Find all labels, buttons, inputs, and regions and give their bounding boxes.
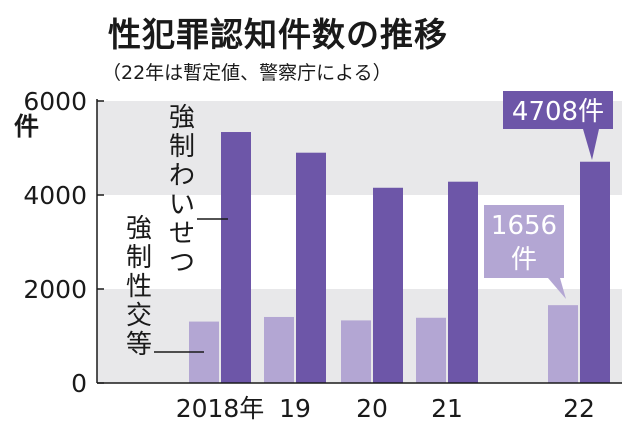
x-tick-label: 20 [356,394,388,423]
bar-light-4 [548,305,578,383]
series-label-char: 性 [126,272,152,302]
series-label-char: 制 [169,132,195,162]
bar-light-2 [341,320,371,383]
series-label-char: い [169,190,195,220]
series-label-char: 制 [126,243,152,273]
y-tick-label: 6000 [23,87,87,116]
x-tick-label: 22 [563,394,595,423]
bar-light-3 [416,317,446,383]
series-label-char: わ [169,161,195,191]
x-tick-label: 21 [431,394,463,423]
bar-dark-1 [296,152,326,383]
callout-pointer-dark [583,129,599,160]
bar-dark-2 [373,187,403,383]
callouts: 4708件 1656 件 [484,91,613,299]
callout-label-dark: 4708件 [512,97,604,127]
x-tick-label: 2018年 [176,394,265,423]
series-label-char: 交 [126,301,152,331]
y-unit-label: 件 [14,112,39,141]
bar-dark-0 [221,132,251,383]
y-tick-label: 4000 [23,181,87,210]
callout-box-dark [503,91,613,129]
series-label-char: つ [169,248,195,278]
callout-pointer-light [548,278,566,299]
chart-title: 性犯罪認知件数の推移 [108,15,448,54]
callout-box-light [484,205,564,278]
series-label-char: せ [169,219,195,249]
callout-unit-light: 件 [511,245,537,275]
bar-light-1 [264,316,294,383]
bar-dark-4 [580,161,610,383]
y-tick-label: 0 [71,369,87,398]
y-tick-label: 2000 [23,275,87,304]
callout-value-light: 1656 [491,211,557,241]
series-label-char: 強 [169,103,195,133]
x-tick-label: 19 [279,394,311,423]
series-label-char: 強 [126,214,152,244]
bar-dark-3 [448,181,478,383]
chart-subtitle: （22年は暫定値、警察庁による） [102,62,392,84]
series-label-char: 等 [126,330,152,360]
x-axis-labels: 2018年 19 20 21 22 [176,394,595,423]
